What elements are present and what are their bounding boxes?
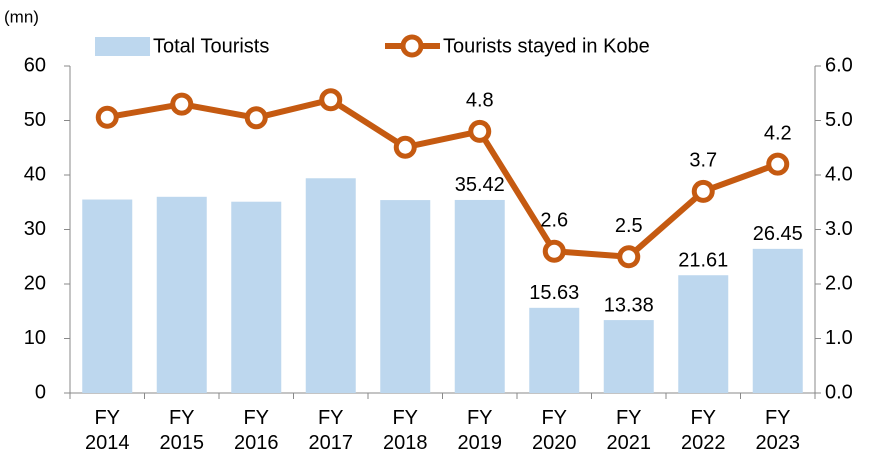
- y-tick-label: 40: [24, 163, 46, 185]
- bar: [454, 199, 505, 393]
- y-tick-label: 0: [35, 381, 46, 403]
- line-marker: [244, 106, 268, 130]
- bar-value-label: 15.63: [529, 282, 579, 304]
- bar-value-label: 13.38: [604, 294, 654, 316]
- bar: [380, 200, 431, 393]
- line-marker: [95, 105, 119, 129]
- x-tick-label: FY 2020: [532, 407, 577, 454]
- line-value-label: 2.6: [540, 210, 568, 232]
- bar: [678, 275, 729, 393]
- y2-tick-label: 0.0: [825, 381, 853, 403]
- line-marker: [393, 135, 417, 159]
- bar: [82, 199, 133, 393]
- bar: [529, 307, 580, 393]
- bar: [156, 196, 207, 393]
- x-tick-label: FY 2017: [308, 407, 354, 454]
- bar-value-label: 26.45: [753, 223, 803, 245]
- legend-swatch: [95, 37, 150, 56]
- line-marker: [468, 119, 492, 143]
- x-tick-label: FY 2022: [681, 407, 726, 454]
- x-tick-label: FY 2016: [234, 407, 279, 454]
- bar: [231, 201, 282, 393]
- x-tick-label: FY 2014: [85, 407, 130, 454]
- bar: [752, 248, 803, 393]
- x-tick-label: FY 2018: [383, 407, 428, 454]
- line-value-label: 3.7: [689, 150, 717, 172]
- y-tick-label: 50: [24, 109, 46, 131]
- x-tick-label: FY 2021: [606, 407, 652, 454]
- legend-label: Total Tourists: [153, 35, 269, 57]
- line-marker: [766, 152, 790, 176]
- line-marker: [319, 88, 343, 112]
- line-value-label: 4.8: [466, 90, 494, 112]
- line-marker: [617, 245, 641, 269]
- bar-value-label: 35.42: [455, 174, 505, 196]
- line-marker: [170, 92, 194, 116]
- y2-tick-label: 3.0: [825, 218, 853, 240]
- y2-tick-label: 6.0: [825, 54, 853, 76]
- x-tick-label: FY 2015: [159, 407, 205, 454]
- x-tick-label: FY 2019: [457, 407, 503, 454]
- y2-tick-label: 4.0: [825, 163, 853, 185]
- y-tick-label: 10: [24, 327, 46, 349]
- bar: [603, 320, 654, 393]
- line-marker: [691, 179, 715, 203]
- legend-label: Tourists stayed in Kobe: [443, 35, 650, 57]
- line-value-label: 2.5: [615, 215, 643, 237]
- x-tick-label: FY 2023: [755, 407, 801, 454]
- y-tick-label: 60: [24, 54, 46, 76]
- y2-tick-label: 5.0: [825, 109, 853, 131]
- bar: [305, 178, 356, 393]
- bar-value-label: 21.61: [678, 250, 728, 272]
- y2-tick-label: 1.0: [825, 327, 853, 349]
- line-marker: [542, 239, 566, 263]
- line: [106, 96, 779, 260]
- y2-tick-label: 2.0: [825, 272, 853, 294]
- y-tick-label: 30: [24, 218, 46, 240]
- y-tick-label: 20: [24, 272, 46, 294]
- y-unit: (mn): [4, 7, 39, 26]
- legend-marker: [400, 34, 424, 58]
- line-value-label: 4.2: [764, 122, 792, 144]
